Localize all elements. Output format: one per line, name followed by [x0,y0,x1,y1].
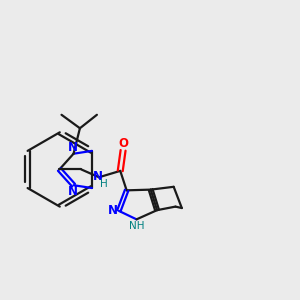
Text: N: N [68,141,78,154]
Text: O: O [119,137,129,151]
Text: N: N [93,170,103,183]
Text: N: N [108,204,118,217]
Text: H: H [100,179,108,189]
Text: N: N [68,185,78,198]
Text: NH: NH [130,221,145,231]
